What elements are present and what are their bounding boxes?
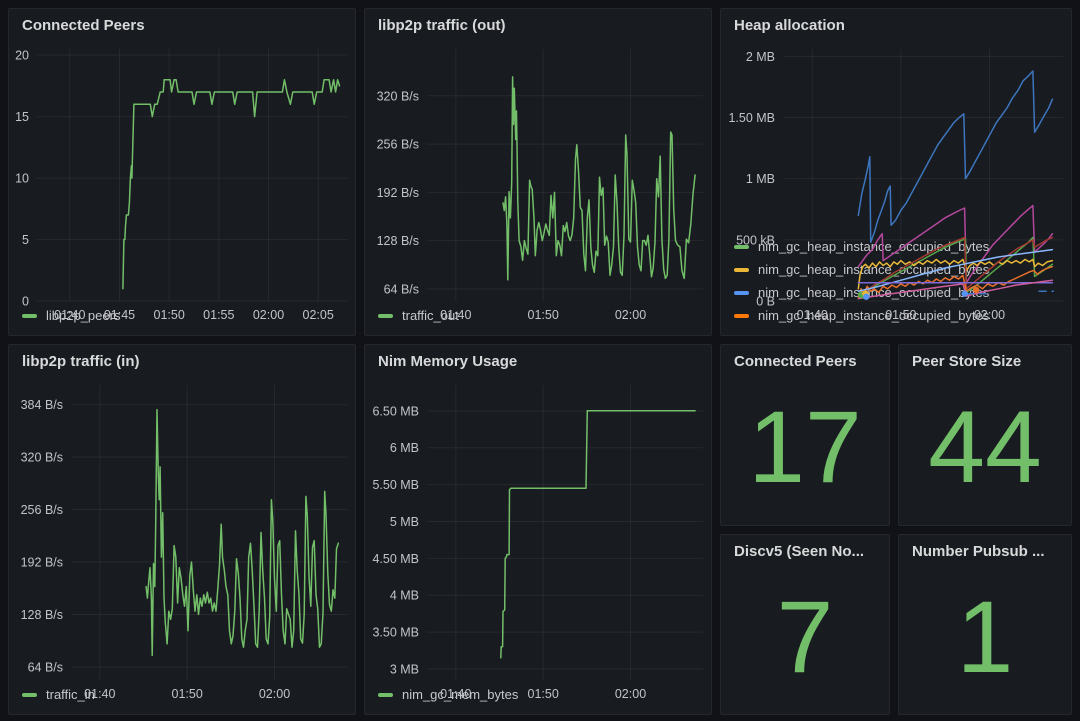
svg-text:4 MB: 4 MB — [390, 589, 419, 603]
panel-stat-number-pubsub: Number Pubsub ... 1 — [898, 534, 1072, 715]
svg-text:5.50 MB: 5.50 MB — [372, 478, 419, 492]
legend: traffic_out — [365, 304, 711, 335]
svg-text:02:05: 02:05 — [303, 308, 334, 322]
panel-nim-memory-usage: Nim Memory Usage 3 MB 3.50 MB 4 MB 4.50 MB 5… — [364, 344, 712, 715]
svg-text:02:00: 02:00 — [259, 687, 290, 701]
legend-color-mark — [378, 313, 393, 318]
legend-color-mark — [734, 313, 749, 318]
svg-text:0 B: 0 B — [756, 295, 775, 309]
svg-text:6 MB: 6 MB — [390, 441, 419, 455]
panel-title[interactable]: libp2p traffic (out) — [378, 17, 506, 34]
stat-value: 17 — [748, 390, 862, 504]
svg-text:20: 20 — [15, 49, 29, 63]
svg-text:64 B/s: 64 B/s — [28, 660, 63, 674]
svg-text:320 B/s: 320 B/s — [377, 89, 419, 103]
legend-item[interactable]: nim_gc_mem_bytes — [378, 683, 698, 706]
panel-title[interactable]: Heap allocation — [734, 17, 845, 34]
svg-text:5 MB: 5 MB — [390, 515, 419, 529]
legend-item[interactable]: libp2p_peers — [22, 304, 342, 327]
legend-color-mark — [22, 313, 37, 318]
legend-color-mark — [734, 244, 749, 249]
legend-label: nim_gc_heap_instance_occupied_bytes — [758, 262, 990, 277]
legend-item[interactable]: nim_gc_heap_instance_occupied_bytes — [734, 258, 1058, 281]
panel-libp2p-traffic-out: libp2p traffic (out) 64 B/s 128 B/s 192 B/… — [364, 8, 712, 336]
panel-title[interactable]: Connected Peers — [734, 353, 857, 370]
legend-color-mark — [734, 267, 749, 272]
panel-title[interactable]: Number Pubsub ... — [912, 543, 1045, 560]
panel-title[interactable]: libp2p traffic (in) — [22, 353, 140, 370]
panel-stat-connected-peers: Connected Peers 17 — [720, 344, 890, 526]
svg-text:320 B/s: 320 B/s — [21, 451, 63, 465]
svg-text:01:50: 01:50 — [528, 308, 559, 322]
svg-text:01:50: 01:50 — [172, 687, 203, 701]
svg-text:1 MB: 1 MB — [746, 172, 775, 186]
svg-text:01:55: 01:55 — [203, 308, 234, 322]
svg-text:01:50: 01:50 — [528, 687, 559, 701]
svg-text:256 B/s: 256 B/s — [377, 138, 419, 152]
svg-text:128 B/s: 128 B/s — [377, 234, 419, 248]
legend-item[interactable]: traffic_out — [378, 304, 698, 327]
panel-heap-allocation: Heap allocation 0 B 500 kB 1 MB 1.50 MB 2 MB… — [720, 8, 1072, 336]
panel-title[interactable]: Connected Peers — [22, 17, 145, 34]
panel-stat-peer-store-size: Peer Store Size 44 — [898, 344, 1072, 526]
svg-text:02:00: 02:00 — [974, 308, 1005, 322]
traffic-in-chart[interactable]: 64 B/s 128 B/s 192 B/s 256 B/s 320 B/s 384 B/… — [9, 379, 355, 706]
svg-text:4.50 MB: 4.50 MB — [372, 552, 419, 566]
svg-text:2 MB: 2 MB — [746, 50, 775, 64]
svg-text:256 B/s: 256 B/s — [21, 503, 63, 517]
svg-text:1.50 MB: 1.50 MB — [728, 111, 775, 125]
svg-text:01:50: 01:50 — [154, 308, 185, 322]
panel-title[interactable]: Peer Store Size — [912, 353, 1022, 370]
panel-title[interactable]: Discv5 (Seen No... — [734, 543, 865, 560]
traffic-out-chart[interactable]: 64 B/s 128 B/s 192 B/s 256 B/s 320 B/s 01:40 0… — [365, 43, 711, 327]
svg-text:3 MB: 3 MB — [390, 662, 419, 676]
legend: libp2p_peers — [9, 304, 355, 335]
svg-text:6.50 MB: 6.50 MB — [372, 404, 419, 418]
legend-item[interactable]: nim_gc_heap_instance_occupied_bytes — [734, 304, 1058, 327]
panel-stat-discv5-seen-nodes: Discv5 (Seen No... 7 — [720, 534, 890, 715]
connected-peers-chart[interactable]: 0 5 10 15 20 01:40 01:45 01:50 01:55 02:00 02:05 — [9, 43, 355, 327]
svg-text:02:00: 02:00 — [253, 308, 284, 322]
legend: traffic_in — [9, 683, 355, 714]
svg-text:192 B/s: 192 B/s — [21, 556, 63, 570]
stat-value: 1 — [956, 579, 1014, 694]
svg-text:128 B/s: 128 B/s — [21, 608, 63, 622]
svg-text:02:00: 02:00 — [615, 308, 646, 322]
svg-text:01:40: 01:40 — [440, 687, 471, 701]
svg-text:5: 5 — [22, 233, 29, 247]
legend-label: nim_gc_heap_instance_occupied_bytes — [758, 308, 990, 323]
svg-text:01:40: 01:40 — [440, 308, 471, 322]
legend-label: nim_gc_mem_bytes — [402, 687, 519, 702]
svg-text:500 kB: 500 kB — [736, 233, 775, 247]
svg-text:15: 15 — [15, 110, 29, 124]
legend-label: traffic_out — [402, 308, 459, 323]
svg-text:3.50 MB: 3.50 MB — [372, 626, 419, 640]
svg-text:01:50: 01:50 — [885, 308, 916, 322]
svg-text:0: 0 — [22, 295, 29, 309]
svg-text:01:40: 01:40 — [84, 687, 115, 701]
panel-title[interactable]: Nim Memory Usage — [378, 353, 518, 370]
heap-allocation-chart[interactable]: 0 B 500 kB 1 MB 1.50 MB 2 MB 01:40 01:50 02:00 — [721, 43, 1071, 327]
svg-text:01:40: 01:40 — [54, 308, 85, 322]
legend-label: libp2p_peers — [46, 308, 121, 323]
svg-text:01:40: 01:40 — [797, 308, 828, 322]
svg-text:01:45: 01:45 — [104, 308, 135, 322]
legend-item[interactable]: traffic_in — [22, 683, 342, 706]
legend-color-mark — [22, 692, 37, 697]
svg-text:384 B/s: 384 B/s — [21, 398, 63, 412]
stat-value: 44 — [928, 390, 1042, 504]
svg-text:10: 10 — [15, 172, 29, 186]
legend-label: traffic_in — [46, 687, 95, 702]
nim-memory-chart[interactable]: 3 MB 3.50 MB 4 MB 4.50 MB 5 MB 5.50 MB 6 MB 6.5… — [365, 379, 711, 706]
legend: nim_gc_mem_bytes — [365, 683, 711, 714]
panel-connected-peers-graph: Connected Peers 0 5 10 15 20 01:40 01:45 01:50 0… — [8, 8, 356, 336]
svg-text:02:00: 02:00 — [615, 687, 646, 701]
legend-color-mark — [734, 290, 749, 295]
svg-text:64 B/s: 64 B/s — [384, 282, 419, 296]
svg-text:192 B/s: 192 B/s — [377, 186, 419, 200]
stat-value: 7 — [776, 579, 834, 694]
legend-color-mark — [378, 692, 393, 697]
panel-libp2p-traffic-in: libp2p traffic (in) 64 B/s 128 B/s 192 B/s… — [8, 344, 356, 715]
